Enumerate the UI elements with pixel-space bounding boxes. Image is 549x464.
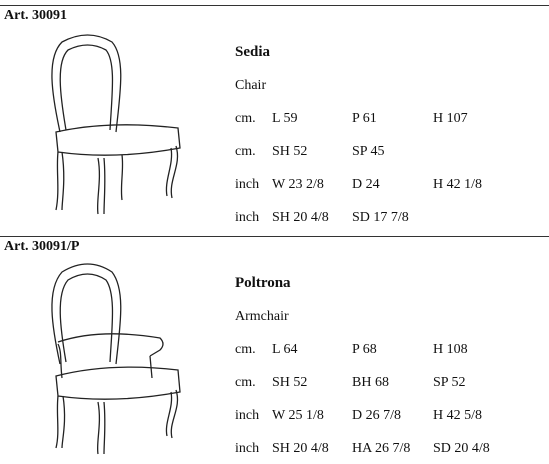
dimension: SP 45 bbox=[352, 144, 385, 159]
article-number: Art. 30091 bbox=[4, 8, 67, 23]
dimension: SD 20 4/8 bbox=[433, 441, 490, 456]
dimension: SP 52 bbox=[433, 375, 466, 390]
dimension: P 61 bbox=[352, 111, 377, 126]
dimension: L 59 bbox=[272, 111, 298, 126]
dimension: W 23 2/8 bbox=[272, 177, 324, 192]
dimension: W 25 1/8 bbox=[272, 408, 324, 423]
dimension: H 108 bbox=[433, 342, 468, 357]
article-number: Art. 30091/P bbox=[4, 239, 80, 254]
dimension: P 68 bbox=[352, 342, 377, 357]
dimension: H 107 bbox=[433, 111, 468, 126]
dimension: D 24 bbox=[352, 177, 380, 192]
dimension: SD 17 7/8 bbox=[352, 210, 409, 225]
section-rule bbox=[0, 236, 549, 237]
dimension: BH 68 bbox=[352, 375, 389, 390]
dimension: H 42 5/8 bbox=[433, 408, 482, 423]
dimension: H 42 1/8 bbox=[433, 177, 482, 192]
dimension: cm. bbox=[235, 375, 256, 390]
product-name: Poltrona bbox=[235, 275, 291, 291]
dimension: cm. bbox=[235, 144, 256, 159]
dimension: cm. bbox=[235, 111, 256, 126]
dimension: SH 20 4/8 bbox=[272, 441, 329, 456]
dimension: D 26 7/8 bbox=[352, 408, 401, 423]
section-rule bbox=[0, 5, 549, 6]
product-subtitle: Chair bbox=[235, 78, 267, 93]
product-subtitle: Armchair bbox=[235, 309, 289, 324]
armchair-drawing bbox=[51, 263, 181, 455]
product-name: Sedia bbox=[235, 44, 271, 60]
dimension: HA 26 7/8 bbox=[352, 441, 411, 456]
dimension: inch bbox=[235, 408, 260, 423]
dimension: SH 20 4/8 bbox=[272, 210, 329, 225]
dimension: L 64 bbox=[272, 342, 298, 357]
dimension: inch bbox=[235, 441, 260, 456]
dimension: inch bbox=[235, 210, 260, 225]
dimension: inch bbox=[235, 177, 260, 192]
dimension: cm. bbox=[235, 342, 256, 357]
dimension: SH 52 bbox=[272, 375, 308, 390]
chair-drawing bbox=[51, 34, 181, 215]
dimension: SH 52 bbox=[272, 144, 308, 159]
